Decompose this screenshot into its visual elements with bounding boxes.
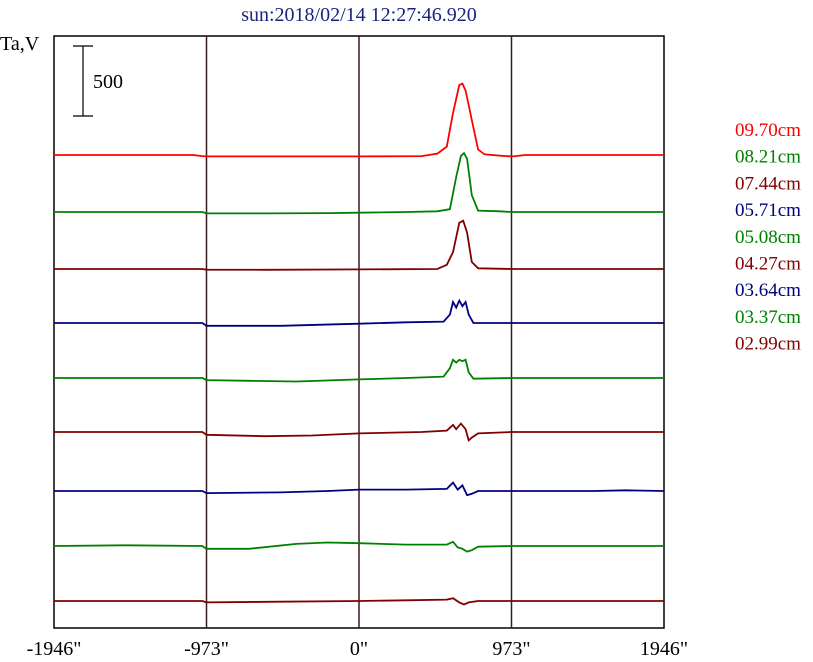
legend-entry-08.21cm: 08.21cm: [735, 147, 801, 168]
trace-03.64cm: [54, 481, 665, 497]
x-tick-label-3: 973": [492, 638, 530, 660]
traces: [53, 82, 665, 606]
legend-entry-05.71cm: 05.71cm: [735, 200, 801, 221]
trace-05.08cm: [54, 358, 664, 383]
scale-bar: 500: [73, 45, 123, 117]
trace-05.71cm: [54, 298, 664, 327]
legend-entry-07.44cm: 07.44cm: [735, 173, 801, 194]
legend-entry-03.64cm: 03.64cm: [735, 280, 801, 301]
legend-entry-04.27cm: 04.27cm: [735, 254, 801, 275]
x-tick-label-2: 0": [350, 638, 368, 660]
trace-03.37cm: [53, 540, 664, 553]
legend-entry-05.08cm: 05.08cm: [735, 227, 801, 248]
y-axis-label: Ta,V: [0, 33, 40, 55]
x-tick-label-1: -973": [184, 638, 229, 660]
scale-bar-label: 500: [93, 71, 123, 93]
legend-entry-03.37cm: 03.37cm: [735, 307, 801, 328]
vertical-reference-lines: [205, 36, 513, 628]
x-tick-labels: -1946" -973" 0" 973" 1946": [27, 638, 689, 660]
chart-title: sun:2018/02/14 12:27:46.920: [241, 4, 477, 26]
trace-09.70cm: [54, 82, 664, 158]
x-tick-label-4: 1946": [640, 638, 688, 660]
trace-02.99cm: [54, 597, 664, 606]
trace-07.44cm: [54, 219, 664, 271]
x-tick-label-0: -1946": [27, 638, 82, 660]
trace-04.27cm: [54, 422, 664, 443]
legend-entry-09.70cm: 09.70cm: [735, 120, 801, 141]
trace-08.21cm: [54, 151, 664, 215]
legend: 09.70cm 08.21cm 07.44cm 05.71cm 05.08cm 04.27…: [735, 120, 801, 355]
legend-entry-02.99cm: 02.99cm: [735, 334, 801, 355]
